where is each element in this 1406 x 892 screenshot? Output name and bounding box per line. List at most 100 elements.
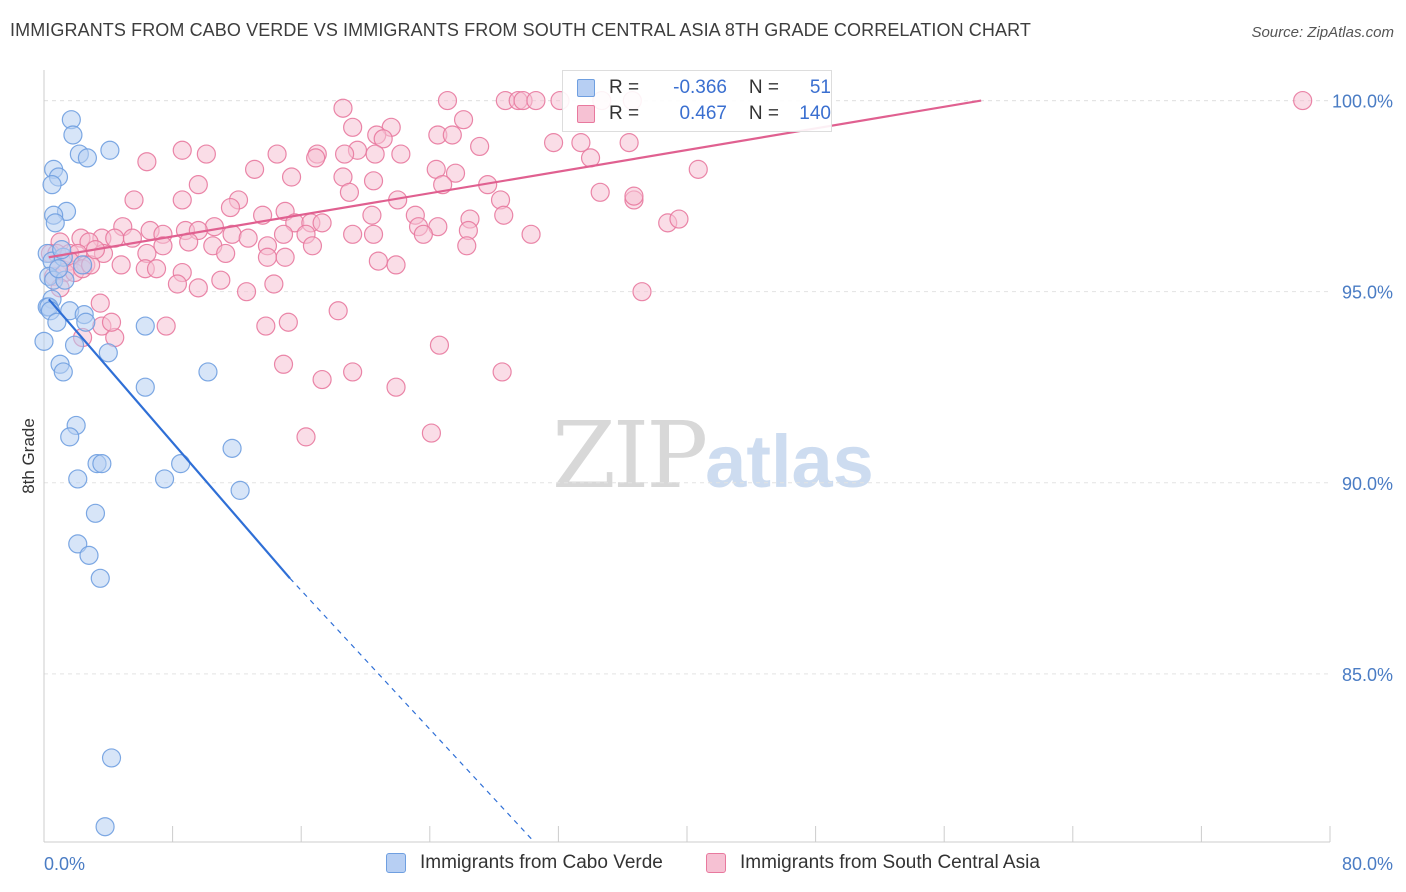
data-point-south-central-asia	[172, 190, 192, 210]
data-point-south-central-asia	[236, 282, 257, 302]
data-point-south-central-asia	[453, 110, 474, 130]
data-point-south-central-asia	[368, 251, 388, 271]
data-point-south-central-asia	[470, 136, 490, 157]
data-point-cabo-verde	[85, 503, 106, 523]
data-point-cabo-verde	[68, 534, 88, 554]
data-point-cabo-verde	[77, 148, 98, 168]
pink-swatch-icon	[577, 105, 595, 123]
data-point-south-central-asia	[624, 186, 644, 206]
n-value: 51	[809, 77, 831, 98]
data-point-south-central-asia	[494, 205, 514, 225]
watermark: ZIPatlas	[552, 402, 874, 509]
data-point-cabo-verde	[63, 125, 83, 145]
data-point-south-central-asia	[386, 255, 406, 275]
grid-lines	[44, 100, 1330, 675]
data-point-south-central-asia	[339, 182, 360, 202]
blue-swatch-icon	[577, 79, 595, 97]
data-point-south-central-asia	[363, 171, 384, 191]
data-point-south-central-asia	[281, 167, 302, 187]
x-tick-label: 0.0%	[44, 854, 85, 874]
data-point-south-central-asia	[275, 247, 295, 267]
data-point-south-central-asia	[457, 236, 477, 256]
data-point-south-central-asia	[328, 301, 348, 321]
y-axis-label: 8th Grade	[19, 418, 38, 494]
data-point-south-central-asia	[312, 369, 332, 390]
data-point-south-central-asia	[188, 278, 208, 298]
series-cabo-verde	[34, 110, 250, 837]
n-label: N =	[748, 103, 779, 124]
data-point-south-central-asia	[188, 175, 208, 195]
data-point-south-central-asia	[204, 217, 224, 237]
data-point-cabo-verde	[230, 480, 250, 500]
data-point-cabo-verde	[34, 331, 54, 351]
data-point-south-central-asia	[172, 140, 192, 160]
data-point-south-central-asia	[632, 282, 652, 302]
data-point-south-central-asia	[101, 312, 122, 332]
data-point-cabo-verde	[95, 817, 115, 837]
data-point-south-central-asia	[312, 213, 332, 233]
data-point-south-central-asia	[343, 362, 363, 382]
data-point-south-central-asia	[492, 362, 512, 382]
data-point-south-central-asia	[273, 354, 294, 374]
x-tick-label: 80.0%	[1342, 854, 1393, 874]
axes	[43, 70, 1331, 843]
r-label: R =	[609, 77, 640, 98]
data-point-cabo-verde	[135, 377, 155, 397]
data-point-south-central-asia	[391, 144, 411, 164]
data-point-south-central-asia	[296, 427, 316, 447]
data-point-cabo-verde	[72, 255, 93, 275]
data-point-south-central-asia	[413, 224, 433, 244]
data-point-south-central-asia	[442, 125, 462, 145]
legend-item-cabo-verde: Immigrants from Cabo Verde	[386, 852, 663, 874]
data-point-south-central-asia	[669, 209, 689, 229]
data-point-cabo-verde	[42, 175, 62, 195]
data-point-south-central-asia	[264, 274, 284, 294]
data-point-cabo-verde	[171, 454, 191, 474]
data-point-south-central-asia	[278, 312, 298, 332]
data-point-south-central-asia	[244, 159, 265, 179]
data-point-cabo-verde	[100, 140, 120, 160]
data-point-south-central-asia	[688, 159, 708, 179]
data-point-south-central-asia	[153, 236, 173, 256]
data-point-south-central-asia	[156, 316, 176, 336]
data-point-cabo-verde	[68, 469, 88, 489]
y-tick-label: 90.0%	[1342, 474, 1393, 494]
y-tick-label: 85.0%	[1342, 665, 1393, 685]
data-point-cabo-verde	[47, 312, 67, 332]
data-point-cabo-verde	[48, 259, 69, 279]
data-point-cabo-verde	[60, 427, 80, 447]
data-point-south-central-asia	[445, 163, 466, 183]
trend-lines	[47, 99, 982, 843]
tick-labels: 85.0% 90.0% 95.0% 100.0% 0.0% 80.0% 8th Grade	[19, 92, 1393, 874]
data-point-south-central-asia	[429, 335, 450, 355]
stats-row-cabo-verde: R = -0.366 N = 51	[577, 76, 831, 100]
legend-label: Immigrants from South Central Asia	[740, 852, 1040, 873]
data-point-south-central-asia	[137, 152, 157, 172]
r-value: -0.366	[673, 77, 727, 98]
data-point-south-central-asia	[590, 182, 610, 202]
data-point-south-central-asia	[167, 274, 188, 294]
data-point-south-central-asia	[363, 224, 384, 244]
series-south-central-asia	[40, 90, 1313, 447]
data-point-cabo-verde	[198, 362, 218, 382]
r-label: R =	[609, 103, 640, 124]
data-point-south-central-asia	[386, 377, 406, 397]
data-point-south-central-asia	[543, 133, 564, 153]
watermark-atlas: atlas	[705, 420, 874, 503]
y-tick-label: 95.0%	[1342, 283, 1393, 303]
data-point-south-central-asia	[306, 148, 326, 168]
data-point-south-central-asia	[257, 247, 278, 267]
data-point-cabo-verde	[98, 343, 118, 363]
data-point-cabo-verde	[222, 438, 242, 458]
legend-label: Immigrants from Cabo Verde	[420, 852, 663, 873]
data-point-south-central-asia	[521, 224, 541, 244]
trend-line-cabo-verde	[47, 298, 291, 580]
data-point-south-central-asia	[333, 98, 353, 118]
data-point-cabo-verde	[154, 469, 175, 489]
stats-row-south-central-asia: R = 0.467 N = 140	[577, 102, 831, 126]
stats-legend: R = -0.366 N = 51 R = 0.467 N = 140	[562, 70, 832, 132]
data-point-south-central-asia	[256, 316, 276, 336]
data-point-south-central-asia	[111, 255, 131, 275]
data-point-cabo-verde	[135, 316, 155, 336]
data-point-south-central-asia	[220, 197, 241, 218]
